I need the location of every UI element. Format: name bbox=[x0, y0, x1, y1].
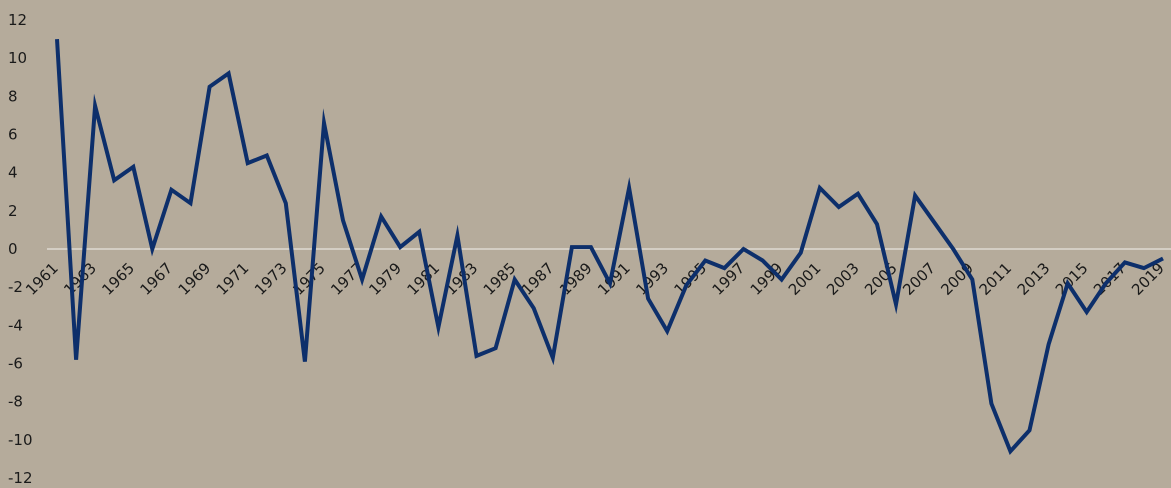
x-tick-label: 1981 bbox=[403, 259, 443, 299]
y-tick-label: 0 bbox=[8, 240, 18, 258]
y-axis: 12 10 8 6 4 2 0 -2 -4 -6 -8 -10 -12 bbox=[8, 11, 33, 487]
x-tick-label: 2007 bbox=[899, 259, 939, 299]
y-tick-label: -2 bbox=[8, 278, 23, 296]
y-tick-label: 6 bbox=[8, 126, 18, 144]
series-layer bbox=[55, 38, 1164, 456]
x-tick-label: 2003 bbox=[823, 259, 863, 299]
x-tick-label: 2013 bbox=[1014, 259, 1054, 299]
y-tick-label: -8 bbox=[8, 393, 23, 411]
x-tick-label: 1969 bbox=[175, 259, 215, 299]
x-tick-label: 1973 bbox=[251, 259, 291, 299]
y-tick-label: -6 bbox=[8, 355, 23, 373]
x-tick-label: 1993 bbox=[632, 259, 672, 299]
x-tick-label: 2011 bbox=[976, 259, 1016, 299]
y-tick-label: 12 bbox=[8, 11, 27, 29]
x-tick-label: 1979 bbox=[365, 259, 405, 299]
x-axis: 1961196319651967196919711973197519771979… bbox=[22, 259, 1168, 299]
x-tick-label: 1971 bbox=[213, 259, 253, 299]
x-tick-label: 1961 bbox=[22, 259, 62, 299]
y-tick-label: 10 bbox=[8, 49, 27, 67]
x-tick-label: 1965 bbox=[98, 259, 138, 299]
y-tick-label: 8 bbox=[8, 87, 18, 105]
series-line bbox=[55, 38, 1164, 456]
y-tick-label: -10 bbox=[8, 431, 33, 449]
x-tick-label: 1967 bbox=[137, 259, 177, 299]
y-tick-label: -4 bbox=[8, 316, 23, 334]
y-tick-label: 4 bbox=[8, 164, 18, 182]
y-tick-label: 2 bbox=[8, 202, 18, 220]
y-tick-label: -12 bbox=[8, 469, 33, 487]
